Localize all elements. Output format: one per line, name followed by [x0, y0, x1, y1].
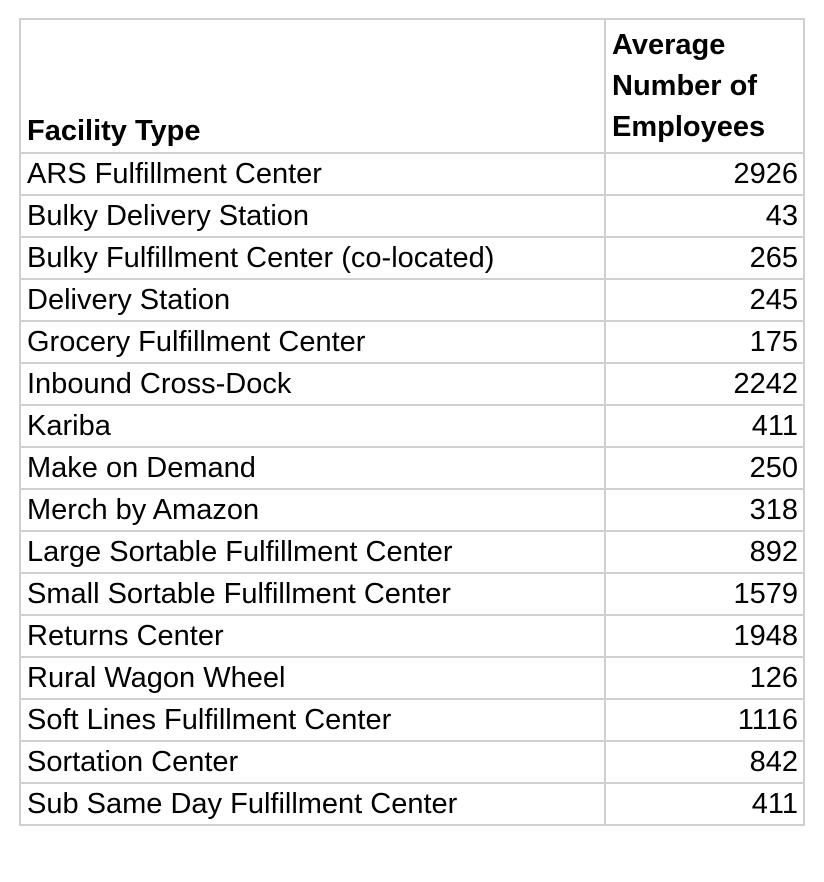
table-row: Merch by Amazon 318: [19, 488, 805, 532]
table-row: Make on Demand 250: [19, 446, 805, 490]
facility-type-cell: Sub Same Day Fulfillment Center: [19, 782, 606, 826]
header-average-employees: Average Number of Employees: [604, 18, 805, 154]
table-row: Inbound Cross-Dock 2242: [19, 362, 805, 406]
employee-count-cell: 2242: [604, 362, 805, 406]
facility-type-cell: Bulky Delivery Station: [19, 194, 606, 238]
table-row: Returns Center 1948: [19, 614, 805, 658]
employee-count-cell: 250: [604, 446, 805, 490]
table-header-row: Facility Type Average Number of Employee…: [19, 18, 805, 154]
employee-count-cell: 842: [604, 740, 805, 784]
facility-type-cell: Kariba: [19, 404, 606, 448]
table-row: ARS Fulfillment Center 2926: [19, 152, 805, 196]
facility-type-cell: Delivery Station: [19, 278, 606, 322]
employee-count-cell: 245: [604, 278, 805, 322]
table-row: Small Sortable Fulfillment Center 1579: [19, 572, 805, 616]
table-row: Bulky Delivery Station 43: [19, 194, 805, 238]
table-row: Large Sortable Fulfillment Center 892: [19, 530, 805, 574]
table-row: Bulky Fulfillment Center (co-located) 26…: [19, 236, 805, 280]
employee-count-cell: 43: [604, 194, 805, 238]
facility-type-cell: Bulky Fulfillment Center (co-located): [19, 236, 606, 280]
table-row: Kariba 411: [19, 404, 805, 448]
employee-count-cell: 1948: [604, 614, 805, 658]
facility-type-cell: Returns Center: [19, 614, 606, 658]
facility-type-cell: Sortation Center: [19, 740, 606, 784]
header-facility-type: Facility Type: [19, 18, 606, 154]
facility-type-cell: Large Sortable Fulfillment Center: [19, 530, 606, 574]
facility-type-cell: ARS Fulfillment Center: [19, 152, 606, 196]
employee-count-cell: 265: [604, 236, 805, 280]
employee-count-cell: 1579: [604, 572, 805, 616]
facility-type-cell: Merch by Amazon: [19, 488, 606, 532]
table-row: Delivery Station 245: [19, 278, 805, 322]
employee-count-cell: 2926: [604, 152, 805, 196]
facility-type-cell: Soft Lines Fulfillment Center: [19, 698, 606, 742]
facility-type-cell: Inbound Cross-Dock: [19, 362, 606, 406]
employee-count-cell: 318: [604, 488, 805, 532]
table-row: Sortation Center 842: [19, 740, 805, 784]
facility-type-cell: Make on Demand: [19, 446, 606, 490]
employee-count-cell: 892: [604, 530, 805, 574]
table-row: Sub Same Day Fulfillment Center 411: [19, 782, 805, 826]
employee-count-cell: 175: [604, 320, 805, 364]
facility-type-cell: Small Sortable Fulfillment Center: [19, 572, 606, 616]
employee-count-cell: 411: [604, 782, 805, 826]
employee-count-cell: 411: [604, 404, 805, 448]
employee-count-cell: 1116: [604, 698, 805, 742]
table-row: Soft Lines Fulfillment Center 1116: [19, 698, 805, 742]
table-row: Rural Wagon Wheel 126: [19, 656, 805, 700]
facility-type-cell: Grocery Fulfillment Center: [19, 320, 606, 364]
table-row: Grocery Fulfillment Center 175: [19, 320, 805, 364]
employee-count-cell: 126: [604, 656, 805, 700]
facility-employee-table: Facility Type Average Number of Employee…: [19, 18, 805, 826]
facility-type-cell: Rural Wagon Wheel: [19, 656, 606, 700]
